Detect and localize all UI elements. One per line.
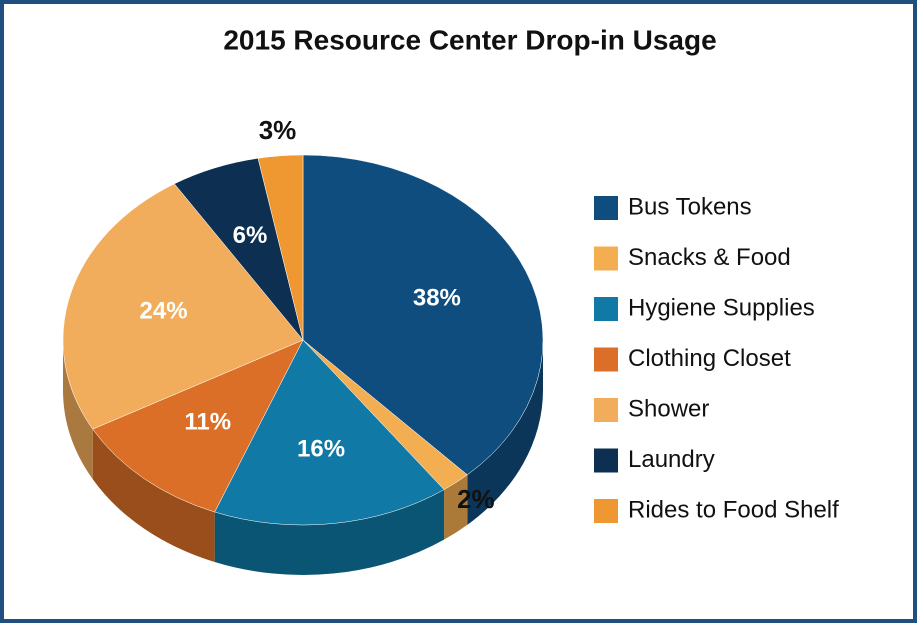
legend-swatch (594, 499, 618, 523)
value-label: 2% (457, 484, 495, 514)
slice (62, 183, 304, 430)
slice (257, 154, 304, 341)
value-label: 11% (184, 409, 231, 436)
legend-swatch (594, 448, 618, 473)
legend-label: Bus Tokens (628, 193, 752, 220)
legend-label: Snacks & Food (628, 244, 791, 271)
value-label: 38% (413, 284, 461, 311)
chart-title: 2015 Resource Center Drop-in Usage (223, 24, 716, 55)
legend-swatch (594, 398, 618, 422)
value-label: 16% (297, 435, 345, 462)
legend-label: Shower (628, 395, 709, 422)
slice-side (63, 340, 93, 480)
value-label: 3% (259, 115, 297, 145)
value-label: 24% (140, 298, 188, 325)
value-label: 6% (233, 222, 268, 249)
legend-swatch (594, 297, 618, 321)
legend-label: Hygiene Supplies (628, 294, 815, 321)
slice-side (92, 429, 215, 563)
slice-side (467, 340, 543, 525)
legend-swatch (594, 196, 618, 220)
slice (92, 339, 304, 513)
slice-side (214, 489, 445, 575)
legend-swatch (594, 347, 618, 372)
legend-swatch (594, 246, 618, 271)
legend-label: Laundry (628, 446, 715, 473)
legend-label: Clothing Closet (628, 345, 791, 372)
slice (214, 339, 445, 526)
slice (302, 154, 544, 476)
slice-side (444, 474, 468, 540)
legend-label: Rides to Food Shelf (628, 496, 839, 523)
